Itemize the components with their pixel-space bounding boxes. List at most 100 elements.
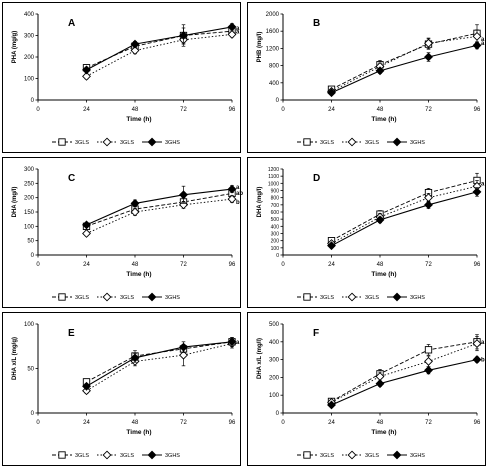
legend-label: 3GLS [75, 295, 89, 301]
x-tick-label: 24 [328, 107, 335, 113]
y-tick-label: 2000 [266, 12, 280, 18]
significance-letter: b [481, 358, 485, 364]
y-tick-label: 250 [24, 181, 35, 187]
data-point-filled-diamond [82, 220, 91, 230]
significance-letter: a [481, 41, 485, 47]
legend-marker-filled-diamond [392, 292, 402, 302]
series-line [331, 44, 478, 94]
series-line [331, 185, 478, 244]
legend-marker-filled-diamond [392, 450, 402, 460]
data-point-filled-diamond [375, 215, 385, 225]
x-tick-label: 0 [36, 420, 40, 426]
y-axis-label: DHA x/L (mg/l) [257, 338, 263, 379]
legend-label: 3GLS [320, 453, 334, 459]
legend-label: 3GLS [320, 295, 334, 301]
y-tick-label: 1100 [268, 174, 279, 180]
series-line [86, 343, 233, 392]
y-tick-label: 1000 [268, 181, 279, 187]
data-point-filled-diamond [327, 241, 336, 251]
data-point-diamond [424, 356, 433, 366]
legend-marker-diamond [102, 137, 112, 147]
series-filled-diamond-group [327, 187, 482, 251]
y-tick-label: 700 [271, 203, 280, 209]
data-point-diamond [424, 38, 433, 48]
x-axis-label: Time (h) [371, 116, 396, 123]
y-tick-label: 400 [269, 81, 280, 87]
data-point-filled-diamond [227, 22, 237, 32]
x-tick-label: 48 [132, 420, 139, 426]
y-tick-label: 400 [271, 224, 280, 230]
y-tick-label: 1200 [266, 46, 280, 52]
y-tick-label: 100 [269, 393, 280, 399]
x-tick-label: 72 [180, 262, 187, 268]
y-tick-label: 0 [276, 253, 279, 259]
legend-marker-diamond [347, 137, 357, 147]
legend-label: 3GLS [365, 295, 379, 301]
y-tick-label: 150 [24, 210, 35, 216]
x-tick-label: 72 [425, 420, 432, 426]
legend-marker-square [58, 293, 66, 301]
y-tick-label: 200 [24, 196, 35, 202]
data-point-filled-diamond [375, 379, 385, 389]
legend-label: 3GHS [165, 295, 180, 301]
legend-label: 3GLS [120, 140, 134, 146]
data-point-diamond [82, 386, 91, 396]
significance-letter: a [481, 340, 485, 346]
x-tick-label: 72 [180, 107, 187, 113]
x-tick-label: 48 [377, 262, 384, 268]
series-filled-diamond-group [82, 22, 237, 75]
data-point-filled-diamond [424, 365, 433, 375]
data-point-diamond [179, 200, 188, 210]
data-point-filled-diamond [227, 184, 237, 194]
x-tick-label: 72 [425, 107, 432, 113]
x-tick-label: 24 [328, 262, 335, 268]
legend-marker-square [303, 451, 311, 459]
legend: 3GLS 3GLS 3GHS [52, 137, 180, 147]
data-point-diamond [130, 46, 140, 55]
y-axis-label: PHB (mg/l) [257, 32, 263, 63]
data-point-filled-diamond [82, 65, 91, 75]
data-point-diamond [130, 207, 140, 217]
x-tick-label: 0 [36, 262, 40, 268]
x-tick-label: 24 [83, 262, 90, 268]
x-tick-label: 24 [83, 420, 90, 426]
x-axis-label: Time (h) [126, 116, 151, 123]
y-tick-label: 100 [24, 322, 35, 328]
significance-letter: ab [236, 191, 243, 197]
y-tick-label: 0 [31, 411, 35, 417]
y-tick-label: 0 [31, 253, 35, 259]
y-tick-label: 500 [269, 322, 280, 328]
y-tick-label: 100 [24, 224, 35, 230]
panel-frame [247, 2, 486, 153]
panel-letter: B [313, 18, 320, 29]
series-filled-diamond-group [327, 40, 482, 98]
series-filled-diamond-group [82, 337, 237, 391]
y-tick-label: 400 [269, 340, 280, 346]
x-tick-label: 0 [281, 262, 285, 268]
data-point-filled-diamond [375, 66, 385, 76]
data-point-filled-diamond [472, 40, 482, 50]
x-tick-label: 72 [425, 262, 432, 268]
series-line [86, 341, 233, 387]
legend-label: 3GHS [165, 453, 180, 459]
legend-label: 3GLS [120, 295, 134, 301]
panel-letter: E [68, 328, 75, 339]
y-tick-label: 0 [276, 98, 280, 104]
y-axis-label: DHA (mg/l) [257, 187, 263, 218]
x-tick-label: 0 [36, 107, 40, 113]
legend-label: 3GLS [365, 453, 379, 459]
y-axis-label: DHA x/L (mg/g) [12, 337, 18, 380]
x-tick-label: 96 [229, 262, 236, 268]
y-tick-label: 300 [24, 167, 35, 173]
x-tick-label: 72 [180, 420, 187, 426]
x-axis-label: Time (h) [126, 429, 151, 436]
data-point-diamond [472, 339, 482, 349]
y-tick-label: 200 [271, 239, 280, 245]
data-point-filled-diamond [130, 353, 140, 363]
x-tick-label: 0 [281, 420, 285, 426]
legend-marker-filled-diamond [147, 137, 157, 147]
x-tick-label: 48 [377, 420, 384, 426]
x-tick-label: 96 [229, 420, 236, 426]
panel-letter: F [313, 328, 319, 339]
